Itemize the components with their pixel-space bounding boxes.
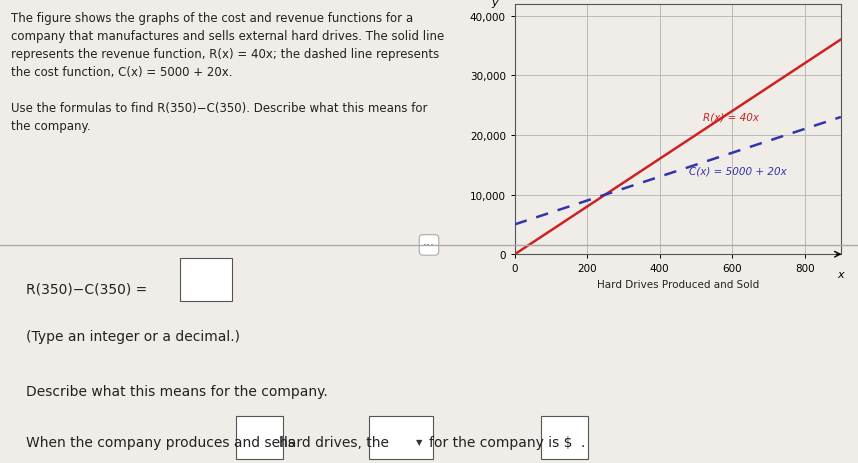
Text: ▼: ▼ (416, 438, 423, 446)
Text: y: y (492, 0, 498, 7)
FancyBboxPatch shape (236, 416, 283, 459)
FancyBboxPatch shape (180, 258, 232, 301)
Text: (Type an integer or a decimal.): (Type an integer or a decimal.) (26, 329, 239, 343)
Text: C(x) = 5000 + 20x: C(x) = 5000 + 20x (689, 166, 787, 176)
FancyBboxPatch shape (541, 416, 588, 459)
Text: The figure shows the graphs of the cost and revenue functions for a
company that: The figure shows the graphs of the cost … (10, 12, 444, 133)
FancyBboxPatch shape (369, 416, 433, 459)
Text: for the company is $: for the company is $ (429, 435, 572, 449)
Text: .: . (581, 435, 585, 449)
Text: Describe what this means for the company.: Describe what this means for the company… (26, 384, 328, 398)
Text: ···: ··· (423, 239, 435, 252)
X-axis label: Hard Drives Produced and Sold: Hard Drives Produced and Sold (596, 279, 759, 289)
Text: x: x (837, 269, 844, 280)
Text: When the company produces and sells: When the company produces and sells (26, 435, 295, 449)
Text: R(x) = 40x: R(x) = 40x (704, 113, 759, 123)
Text: R(350)−C(350) =: R(350)−C(350) = (26, 282, 151, 296)
Text: hard drives, the: hard drives, the (279, 435, 389, 449)
